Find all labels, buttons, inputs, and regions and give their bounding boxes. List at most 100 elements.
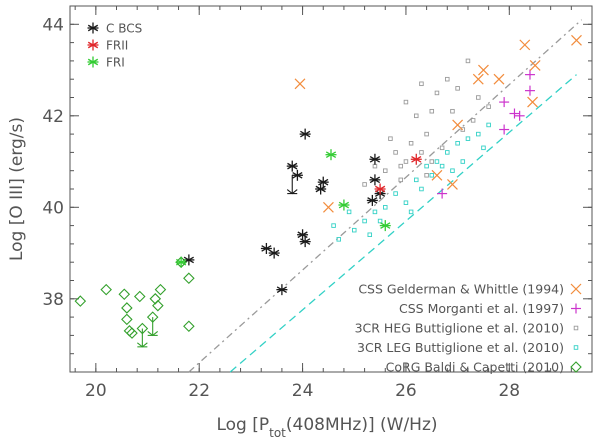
data-point bbox=[393, 191, 398, 196]
legend-marker bbox=[87, 39, 99, 51]
data-point bbox=[437, 188, 448, 199]
data-point bbox=[346, 209, 352, 215]
legend-marker bbox=[571, 303, 581, 314]
legend-marker bbox=[87, 56, 99, 68]
legend-label: C BCS bbox=[106, 22, 142, 36]
data-point bbox=[331, 223, 336, 228]
y-tick-label: 42 bbox=[42, 107, 64, 127]
data-point bbox=[499, 97, 510, 108]
data-point bbox=[434, 159, 440, 164]
data-point bbox=[439, 163, 445, 169]
data-point bbox=[152, 299, 164, 312]
data-point bbox=[121, 302, 133, 314]
data-point bbox=[325, 149, 337, 161]
data-point bbox=[268, 247, 280, 259]
legend-label: 3CR LEG Buttiglione et al. (2010) bbox=[357, 340, 564, 355]
data-point bbox=[509, 108, 520, 119]
data-point bbox=[465, 136, 471, 141]
data-point bbox=[403, 99, 409, 105]
legend-label: 3CR HEG Buttiglione et al. (2010) bbox=[355, 321, 564, 336]
data-point bbox=[403, 200, 409, 205]
legend-label: CSS Gelderman & Whittle (1994) bbox=[358, 282, 564, 297]
data-point bbox=[524, 85, 535, 96]
data-point bbox=[286, 160, 298, 172]
data-point bbox=[414, 113, 419, 119]
data-point bbox=[322, 201, 334, 213]
data-point bbox=[434, 90, 440, 96]
data-point bbox=[291, 169, 303, 181]
reference-line bbox=[229, 74, 577, 373]
data-point bbox=[100, 283, 112, 296]
data-point bbox=[514, 110, 525, 121]
data-point bbox=[460, 159, 466, 164]
data-point bbox=[450, 168, 455, 173]
trend-lines bbox=[137, 19, 583, 373]
data-point bbox=[175, 256, 187, 268]
data-point bbox=[414, 177, 419, 183]
data-point bbox=[408, 140, 414, 146]
data-point bbox=[431, 169, 443, 181]
data-point bbox=[154, 283, 167, 296]
y-tick-label: 40 bbox=[42, 198, 64, 218]
data-point bbox=[524, 69, 535, 80]
data-point bbox=[486, 122, 491, 128]
legend-marker bbox=[570, 283, 582, 295]
data-point bbox=[317, 176, 329, 188]
legend-label: FRII bbox=[106, 39, 128, 53]
data-point bbox=[439, 145, 445, 151]
data-point bbox=[424, 131, 429, 137]
data-point bbox=[529, 60, 541, 71]
data-point bbox=[472, 73, 484, 85]
data-point bbox=[455, 140, 460, 146]
data-point bbox=[315, 183, 327, 195]
data-point bbox=[276, 284, 288, 296]
data-point bbox=[336, 237, 342, 242]
data-point bbox=[470, 118, 476, 123]
data-point bbox=[377, 218, 383, 224]
data-point bbox=[372, 209, 378, 215]
data-point bbox=[297, 229, 309, 241]
x-tick-label: 26 bbox=[395, 381, 417, 401]
data-point bbox=[121, 313, 133, 326]
legend-label: CoRG Baldi & Capetti (2010) bbox=[386, 360, 564, 375]
data-point bbox=[299, 236, 311, 248]
data-point bbox=[429, 159, 435, 164]
legend-label: CSS Morganti et al. (1997) bbox=[399, 301, 564, 316]
data-point bbox=[149, 293, 162, 305]
data-point bbox=[429, 108, 435, 114]
data-point bbox=[398, 163, 404, 169]
data-point bbox=[183, 272, 195, 284]
data-point bbox=[478, 64, 489, 76]
data-point bbox=[445, 76, 450, 82]
legend-label: FRI bbox=[106, 56, 125, 70]
data-point bbox=[299, 128, 311, 140]
legend-marker bbox=[573, 345, 579, 350]
data-point bbox=[146, 311, 159, 323]
data-point bbox=[362, 182, 367, 187]
data-point bbox=[419, 81, 424, 87]
legend-marker bbox=[87, 22, 99, 34]
data-point bbox=[445, 150, 450, 155]
data-point bbox=[486, 104, 491, 109]
data-point bbox=[410, 153, 422, 165]
data-point bbox=[338, 199, 350, 211]
data-point bbox=[398, 177, 404, 183]
x-tick-label: 22 bbox=[188, 381, 210, 401]
data-point bbox=[429, 173, 435, 178]
x-tick-label: 28 bbox=[498, 381, 520, 401]
data-point bbox=[383, 168, 388, 173]
data-point bbox=[133, 290, 146, 303]
data-point bbox=[369, 153, 381, 165]
data-point bbox=[465, 58, 471, 64]
data-point bbox=[476, 95, 481, 100]
data-point bbox=[352, 227, 357, 233]
data-point bbox=[388, 136, 393, 141]
data-point bbox=[455, 86, 460, 91]
y-tick-label: 44 bbox=[42, 15, 64, 35]
data-point bbox=[126, 327, 138, 339]
data-point bbox=[419, 186, 424, 192]
data-point bbox=[452, 119, 464, 131]
data-point bbox=[527, 96, 538, 108]
data-point bbox=[393, 150, 398, 155]
